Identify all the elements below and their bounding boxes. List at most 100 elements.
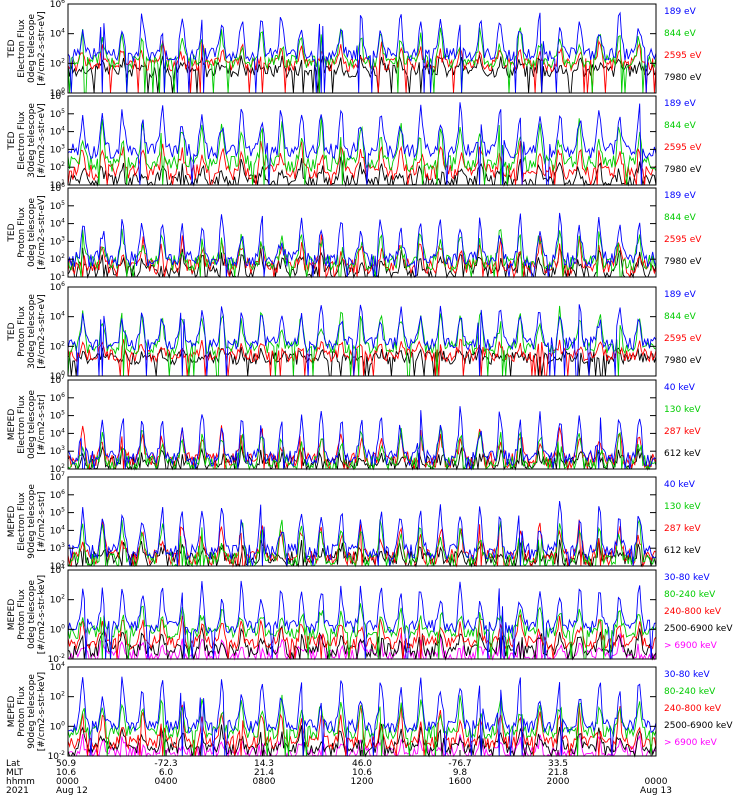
legend-entry: 2595 eV bbox=[664, 235, 702, 245]
series-line bbox=[67, 613, 657, 660]
series-line bbox=[67, 345, 657, 377]
series-line bbox=[67, 406, 657, 471]
x-tick-label: 9.8 bbox=[453, 768, 468, 778]
series-line bbox=[67, 723, 657, 758]
series-line bbox=[67, 603, 657, 660]
y-axis-label: 0deg telescope bbox=[27, 390, 37, 460]
y-tick-label: 105 bbox=[50, 108, 65, 120]
legend-entry: 7980 eV bbox=[664, 257, 702, 267]
x-tick-label: -76.7 bbox=[448, 759, 471, 769]
y-tick-label: 104 bbox=[50, 218, 65, 230]
x-tick-label: Aug 13 bbox=[640, 786, 672, 796]
x-row-label: hhmm bbox=[6, 777, 35, 787]
y-tick-label: 105 bbox=[50, 410, 65, 422]
y-axis-label: Electron Flux bbox=[17, 492, 27, 551]
y-axis-label: Electron Flux bbox=[17, 111, 27, 170]
y-axis-label: 90deg telescope bbox=[27, 484, 37, 559]
legend-entry: 2500-6900 keV bbox=[664, 624, 733, 634]
y-axis-label: Proton Flux bbox=[17, 207, 27, 258]
y-tick-label: 100 bbox=[50, 720, 65, 732]
y-axis-label: 0deg telescope bbox=[27, 14, 37, 84]
y-axis-label: [#/cm2-s-str] bbox=[37, 491, 47, 551]
y-axis-label: 0deg telescope bbox=[27, 198, 37, 268]
y-axis-label: TED bbox=[7, 223, 17, 242]
y-tick-label: 103 bbox=[50, 445, 65, 457]
y-tick-label: 104 bbox=[50, 28, 65, 40]
y-tick-label: 107 bbox=[50, 471, 65, 483]
legend-entry: 844 eV bbox=[664, 121, 697, 131]
x-tick-label: 2000 bbox=[547, 777, 570, 787]
x-tick-label: 21.4 bbox=[254, 768, 274, 778]
y-axis-label: MEPED bbox=[7, 696, 17, 728]
legend-entry: 130 keV bbox=[664, 502, 701, 512]
x-row-label: 2021 bbox=[6, 786, 29, 796]
x-tick-label: 1600 bbox=[449, 777, 472, 787]
y-axis-label: [#/cm2-s-str-keV] bbox=[37, 575, 47, 654]
y-tick-label: 106 bbox=[50, 182, 65, 194]
x-tick-label: 10.6 bbox=[352, 768, 372, 778]
x-row-label: MLT bbox=[6, 768, 24, 778]
series-line bbox=[67, 338, 657, 377]
y-tick-label: 104 bbox=[50, 311, 65, 323]
y-tick-label: 107 bbox=[50, 374, 65, 386]
series-line bbox=[67, 304, 657, 377]
y-axis-label: TED bbox=[7, 131, 17, 150]
x-row-label: Lat bbox=[6, 759, 21, 769]
x-tick-label: -72.3 bbox=[154, 759, 177, 769]
y-axis-label: 90deg telescope bbox=[27, 674, 37, 749]
legend-entry: 80-240 keV bbox=[664, 687, 716, 697]
y-axis-label: Proton Flux bbox=[17, 589, 27, 640]
series-line bbox=[67, 624, 657, 661]
legend-entry: 189 eV bbox=[664, 290, 697, 300]
legend-entry: 287 keV bbox=[664, 427, 701, 437]
y-tick-label: 102 bbox=[50, 57, 65, 69]
series-line bbox=[67, 234, 657, 279]
y-tick-label: 103 bbox=[50, 542, 65, 554]
y-axis-label: [#/cm2-s-str-eV] bbox=[37, 11, 47, 86]
series-line bbox=[67, 117, 657, 186]
series-line bbox=[67, 580, 657, 660]
x-tick-label: 46.0 bbox=[352, 759, 372, 769]
y-tick-label: 104 bbox=[50, 126, 65, 138]
legend-entry: 30-80 keV bbox=[664, 573, 710, 583]
y-axis-label: 30deg telescope bbox=[27, 294, 37, 369]
legend-entry: 240-800 keV bbox=[664, 607, 722, 617]
legend-entry: 287 keV bbox=[664, 524, 701, 534]
series-line bbox=[67, 102, 657, 186]
y-axis-label: [#/cm2-s-str-eV] bbox=[37, 103, 47, 178]
y-tick-label: 102 bbox=[50, 253, 65, 265]
y-tick-label: 104 bbox=[50, 524, 65, 536]
legend-entry: 2595 eV bbox=[664, 143, 702, 153]
panel-frame bbox=[67, 187, 657, 278]
x-tick-label: 0800 bbox=[253, 777, 276, 787]
y-tick-label: 104 bbox=[50, 564, 65, 576]
series-line bbox=[67, 676, 657, 757]
x-tick-label: 0400 bbox=[155, 777, 178, 787]
y-tick-label: 104 bbox=[50, 661, 65, 673]
y-tick-label: 102 bbox=[50, 340, 65, 352]
series-line bbox=[67, 500, 657, 567]
x-tick-label: 50.9 bbox=[56, 759, 76, 769]
y-axis-label: TED bbox=[7, 322, 17, 341]
y-tick-label: 102 bbox=[50, 594, 65, 606]
series-line bbox=[67, 54, 657, 94]
y-axis-label: Proton Flux bbox=[17, 306, 27, 357]
x-tick-label: 10.6 bbox=[56, 768, 76, 778]
series-line bbox=[67, 156, 657, 187]
y-axis-label: MEPED bbox=[7, 599, 17, 631]
y-axis-label: Electron Flux bbox=[17, 19, 27, 78]
legend-entry: 2500-6900 keV bbox=[664, 721, 733, 731]
legend-entry: 2595 eV bbox=[664, 334, 702, 344]
series-line bbox=[67, 39, 657, 94]
y-tick-label: 100 bbox=[50, 623, 65, 635]
legend-entry: 2595 eV bbox=[664, 51, 702, 61]
series-line bbox=[67, 140, 657, 186]
series-line bbox=[67, 247, 657, 279]
panel-frame bbox=[67, 95, 657, 186]
legend-entry: 844 eV bbox=[664, 213, 697, 223]
legend-entry: 30-80 keV bbox=[664, 670, 710, 680]
